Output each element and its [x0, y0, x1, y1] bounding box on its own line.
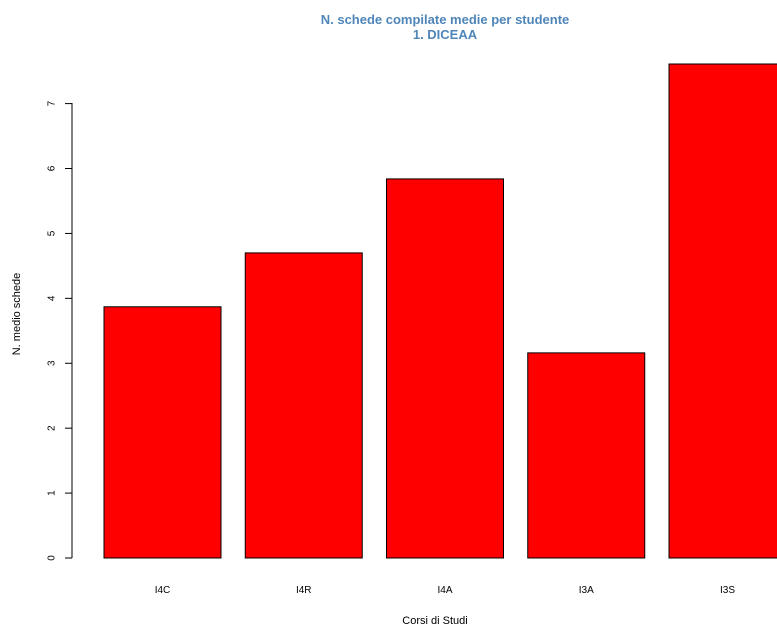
bars-group [103, 63, 777, 559]
chart-title: N. schede compilate medie per studente [321, 12, 570, 27]
bar-i4a [386, 178, 504, 559]
y-tick-label-3: 3 [47, 360, 58, 366]
bar-i4r [244, 252, 363, 559]
bar-i4c [103, 306, 222, 559]
y-tick-label-7: 7 [47, 100, 58, 106]
y-tick-label-2: 2 [47, 425, 58, 431]
y-axis: 0 1 2 3 4 5 6 7 [47, 100, 73, 561]
x-tick-label-i4c: I4C [155, 585, 171, 596]
bar-i3s [668, 63, 777, 559]
x-tick-label-i4a: I4A [437, 585, 452, 596]
x-tick-label-i4r: I4R [296, 585, 312, 596]
y-axis-label: N. medio schede [11, 273, 23, 356]
y-tick-label-4: 4 [47, 295, 58, 301]
y-tick-label-6: 6 [47, 165, 58, 171]
bar-i3a [527, 352, 646, 559]
chart-subtitle: 1. DICEAA [413, 27, 478, 42]
y-tick-label-0: 0 [47, 555, 58, 561]
x-tick-label-i3a: I3A [579, 585, 594, 596]
x-tick-labels: I4C I4R I4A I3A I3S [155, 585, 736, 596]
x-tick-label-i3s: I3S [720, 585, 735, 596]
y-tick-label-1: 1 [47, 490, 58, 496]
y-tick-label-5: 5 [47, 230, 58, 236]
x-axis-label: Corsi di Studi [402, 615, 467, 627]
